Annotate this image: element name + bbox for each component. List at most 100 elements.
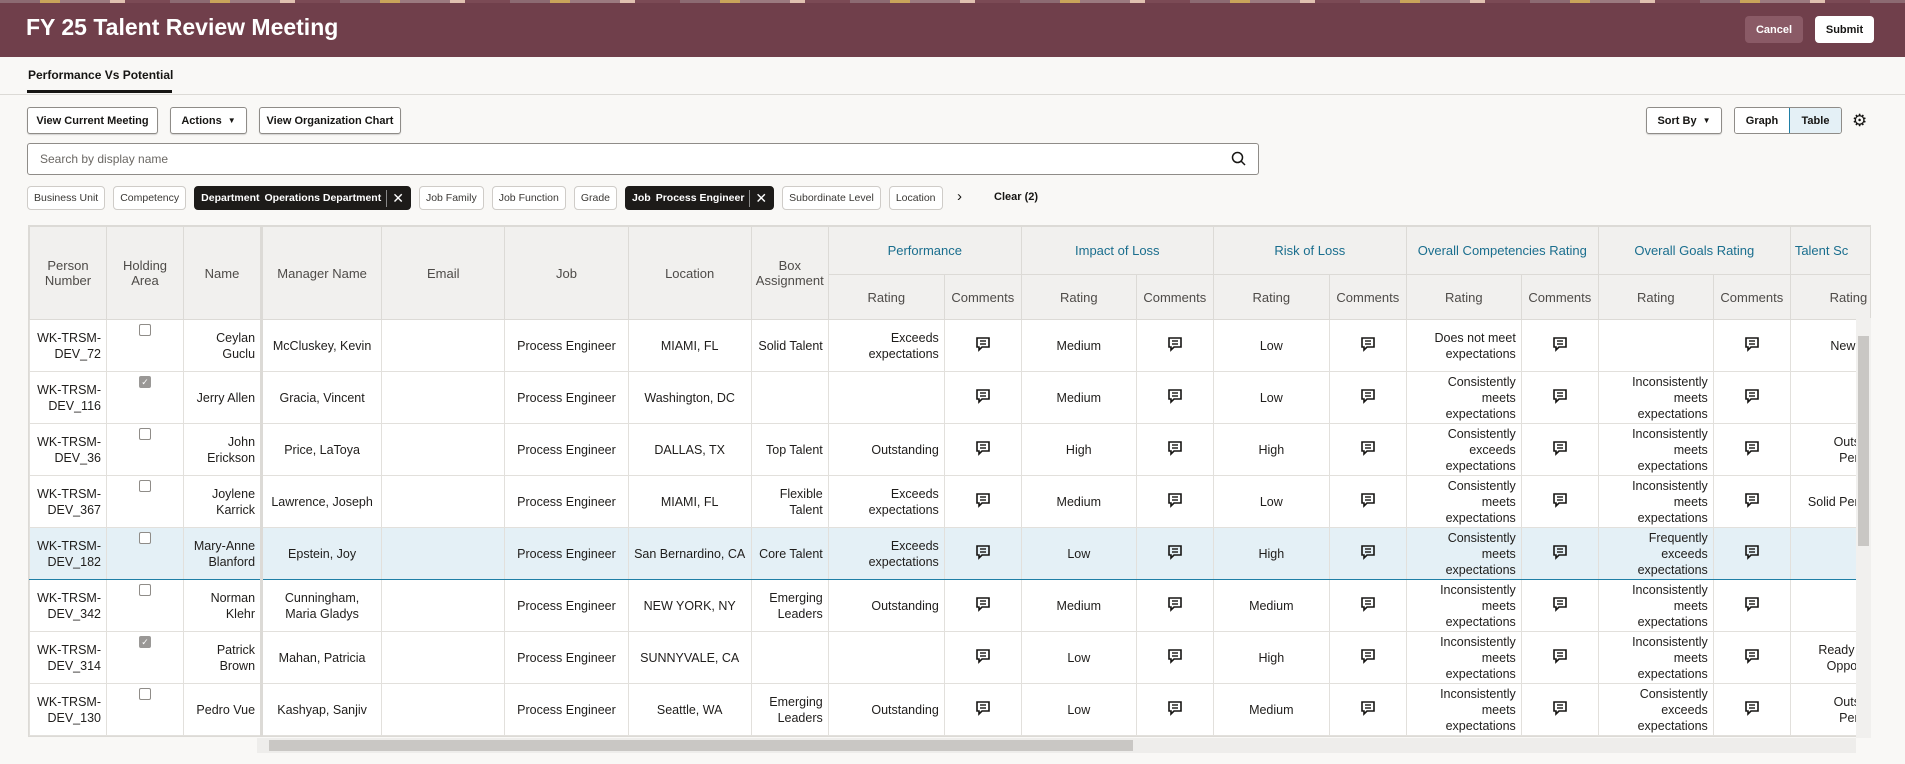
comment-icon[interactable] <box>1744 648 1760 668</box>
comment-icon[interactable] <box>1552 544 1568 564</box>
comment-icon[interactable] <box>975 336 991 356</box>
comment-icon[interactable] <box>1167 700 1183 720</box>
filter-chip[interactable]: Competency <box>113 186 187 210</box>
comment-icon[interactable] <box>1744 336 1760 356</box>
holding-area-checkbox[interactable] <box>139 479 151 492</box>
table-row[interactable]: WK-TRSM-DEV_72 Ceylan Guclu McCluskey, Kev… <box>29 319 1870 372</box>
comment-icon[interactable] <box>1167 544 1183 564</box>
sort-by-button[interactable]: Sort By ▼ <box>1646 107 1722 134</box>
comment-icon[interactable] <box>1552 700 1568 720</box>
comment-icon[interactable] <box>975 596 991 616</box>
comment-icon[interactable] <box>1552 492 1568 512</box>
horizontal-scrollbar[interactable] <box>257 738 1856 753</box>
column-header[interactable]: Holding Area <box>106 226 184 320</box>
comment-icon[interactable] <box>1360 544 1376 564</box>
comment-icon[interactable] <box>975 388 991 408</box>
gear-icon[interactable]: ⚙ <box>1852 111 1868 130</box>
column-header[interactable]: Manager Name <box>261 226 383 320</box>
holding-area-checkbox[interactable] <box>139 583 151 596</box>
comment-icon[interactable] <box>1167 648 1183 668</box>
vertical-scrollbar[interactable] <box>1856 318 1871 738</box>
column-header[interactable]: Location <box>627 226 752 320</box>
filter-chip[interactable]: Job Function <box>491 186 566 210</box>
holding-area-checkbox[interactable]: ✓ <box>139 635 151 648</box>
column-header[interactable]: Name <box>182 226 264 320</box>
search-icon[interactable] <box>1230 150 1248 168</box>
clear-filters-button[interactable]: Clear (2) <box>994 191 1039 203</box>
comment-icon[interactable] <box>1744 544 1760 564</box>
close-icon[interactable]: ✕ <box>749 189 767 207</box>
column-header[interactable]: Email <box>381 226 506 320</box>
table-row[interactable]: WK-TRSM-DEV_314 ✓ Patrick Brown Mahan, Patr… <box>29 631 1870 684</box>
table-view-button[interactable]: Table <box>1789 108 1841 133</box>
vertical-scrollbar-thumb[interactable] <box>1858 336 1869 546</box>
graph-view-button[interactable]: Graph <box>1735 108 1789 133</box>
comment-icon[interactable] <box>975 492 991 512</box>
view-current-meeting-button[interactable]: View Current Meeting <box>27 107 158 134</box>
comment-icon[interactable] <box>975 648 991 668</box>
holding-area-checkbox[interactable] <box>139 687 151 700</box>
table-row[interactable]: WK-TRSM-DEV_116 ✓ Jerry Allen Gracia, Vince… <box>29 371 1870 424</box>
table-row[interactable]: WK-TRSM-DEV_367 Joylene Karrick Lawrence, … <box>29 475 1870 528</box>
column-group-header[interactable]: Performance <box>827 226 1022 275</box>
tab-performance-vs-potential[interactable]: Performance Vs Potential <box>28 68 174 82</box>
horizontal-scrollbar-thumb[interactable] <box>269 740 1133 751</box>
chevron-right-icon[interactable]: › <box>957 188 962 205</box>
comment-icon[interactable] <box>1552 336 1568 356</box>
column-group-header[interactable]: Overall Competencies Rating <box>1405 226 1599 275</box>
comment-icon[interactable] <box>1552 596 1568 616</box>
comment-icon[interactable] <box>1167 492 1183 512</box>
comment-icon[interactable] <box>1552 388 1568 408</box>
comment-icon[interactable] <box>1744 700 1760 720</box>
view-org-chart-button[interactable]: View Organization Chart <box>259 107 401 134</box>
search-input[interactable] <box>28 144 1208 174</box>
column-group-header[interactable]: Risk of Loss <box>1212 226 1407 275</box>
filter-chip[interactable]: Department Operations Department ✕ <box>194 186 411 210</box>
holding-area-checkbox[interactable] <box>139 323 151 336</box>
filter-chip[interactable]: Grade <box>573 186 618 210</box>
cancel-button[interactable]: Cancel <box>1745 16 1803 43</box>
filter-chip[interactable]: Job Process Engineer ✕ <box>625 186 775 210</box>
filter-chip[interactable]: Location <box>888 186 943 210</box>
column-group-header[interactable]: Talent Sc <box>1789 226 1870 275</box>
table-row[interactable]: WK-TRSM-DEV_130 Pedro Vue Kashyap, Sanjiv P… <box>29 683 1870 736</box>
holding-area-checkbox[interactable] <box>139 427 151 440</box>
comment-icon[interactable] <box>1167 596 1183 616</box>
column-header[interactable]: Person Number <box>29 226 107 320</box>
comment-icon[interactable] <box>1360 492 1376 512</box>
comment-icon[interactable] <box>1744 440 1760 460</box>
comment-icon[interactable] <box>1360 596 1376 616</box>
comment-icon[interactable] <box>975 700 991 720</box>
table-row[interactable]: WK-TRSM-DEV_342 Norman Klehr Cunningham, M… <box>29 579 1870 632</box>
filter-chip[interactable]: Job Family <box>418 186 484 210</box>
comment-icon[interactable] <box>1744 596 1760 616</box>
actions-menu-button[interactable]: Actions ▼ <box>170 107 247 134</box>
comment-icon[interactable] <box>1360 336 1376 356</box>
comment-icon[interactable] <box>1744 388 1760 408</box>
submit-button[interactable]: Submit <box>1815 16 1874 43</box>
table-row[interactable]: WK-TRSM-DEV_182 Mary-Anne Blanford Epstein… <box>29 527 1870 580</box>
comment-icon[interactable] <box>1360 700 1376 720</box>
close-icon[interactable]: ✕ <box>386 189 404 207</box>
manager-cell: Cunningham, Maria Gladys <box>261 579 383 632</box>
comment-icon[interactable] <box>1167 336 1183 356</box>
holding-area-checkbox[interactable] <box>139 531 151 544</box>
column-header[interactable]: Box Assignment <box>750 226 829 320</box>
column-group-header[interactable]: Impact of Loss <box>1020 226 1214 275</box>
comment-icon[interactable] <box>975 544 991 564</box>
filter-chip[interactable]: Business Unit <box>27 186 106 210</box>
comment-icon[interactable] <box>1360 648 1376 668</box>
holding-area-checkbox[interactable]: ✓ <box>139 375 151 388</box>
comment-icon[interactable] <box>1167 440 1183 460</box>
comment-icon[interactable] <box>975 440 991 460</box>
comment-icon[interactable] <box>1552 440 1568 460</box>
column-header[interactable]: Job <box>504 226 629 320</box>
comment-icon[interactable] <box>1360 388 1376 408</box>
comment-icon[interactable] <box>1167 388 1183 408</box>
table-row[interactable]: WK-TRSM-DEV_36 John Erickson Price, LaToya… <box>29 423 1870 476</box>
comment-icon[interactable] <box>1744 492 1760 512</box>
column-group-header[interactable]: Overall Goals Rating <box>1597 226 1791 275</box>
comment-icon[interactable] <box>1552 648 1568 668</box>
comment-icon[interactable] <box>1360 440 1376 460</box>
filter-chip[interactable]: Subordinate Level <box>782 186 881 210</box>
